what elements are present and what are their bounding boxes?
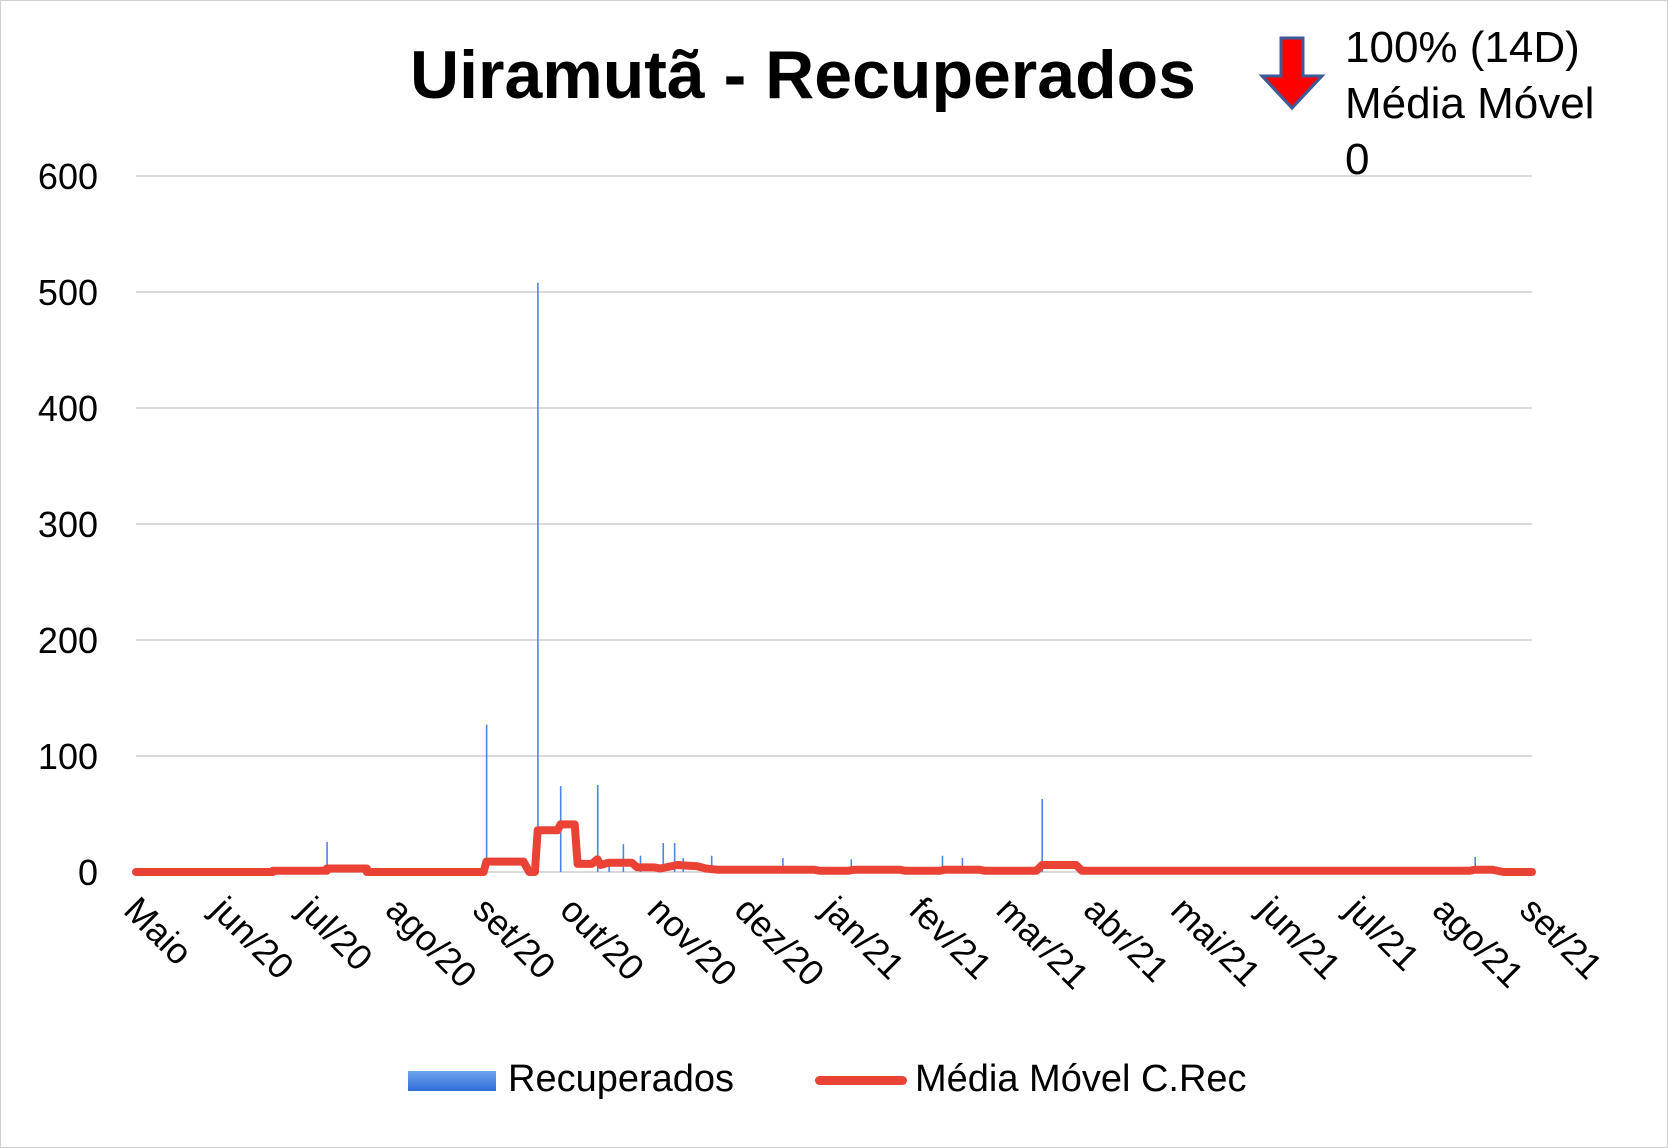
down-arrow-icon [1258, 36, 1326, 111]
x-tick-label: nov/20 [640, 889, 745, 994]
y-axis-ticks: 0 100 200 300 400 500 600 [38, 156, 98, 893]
bar [596, 785, 599, 872]
x-tick-label: jul/20 [290, 888, 381, 979]
chart-title: Uiramutã - Recuperados [410, 37, 1196, 113]
bar [662, 843, 665, 872]
bar [961, 858, 964, 872]
y-tick-label: 300 [38, 504, 98, 545]
moving-average-line [132, 820, 1536, 876]
bar [710, 855, 713, 872]
annotation-line-percent: 100% (14D) [1345, 23, 1580, 72]
y-tick-label: 500 [38, 272, 98, 313]
x-tick-label: set/20 [465, 889, 563, 987]
bar [1041, 798, 1043, 872]
x-tick-label: mai/21 [1163, 889, 1268, 994]
x-axis-ticks: Maio jun/20jul/20ago/20set/20out/20nov/20… [116, 888, 1610, 997]
legend-item-media-movel: Média Móvel C.Rec [815, 1058, 1247, 1101]
y-tick-label: 600 [38, 156, 98, 197]
x-tick-label: jan/21 [814, 888, 913, 987]
x-tick-label: mar/21 [989, 889, 1097, 997]
x-tick-label: jun/21 [1250, 888, 1349, 987]
bar [1474, 856, 1477, 872]
bar [850, 859, 853, 872]
x-tick-label: set/21 [1512, 889, 1610, 987]
bar-series-recuperados [326, 282, 1477, 873]
bar [485, 724, 488, 872]
x-tick-label: jun/20 [203, 888, 302, 987]
trend-annotation: 100% (14D) Média Móvel 0 [1345, 20, 1594, 188]
y-tick-label: 100 [38, 736, 98, 777]
x-tick-label: out/20 [553, 889, 653, 989]
bar [622, 844, 625, 872]
x-tick-label: Maio [116, 889, 200, 973]
bar [673, 843, 676, 872]
x-tick-label: dez/20 [727, 889, 832, 994]
line-series-media-movel [132, 820, 1536, 876]
bar [537, 282, 539, 873]
y-tick-label: 400 [38, 388, 98, 429]
gridlines [136, 175, 1532, 873]
x-tick-label: ago/21 [1425, 889, 1532, 996]
x-tick-label: abr/21 [1076, 889, 1177, 990]
legend-label-recuperados: Recuperados [508, 1058, 735, 1100]
bar [941, 855, 944, 872]
x-tick-label: ago/20 [378, 889, 485, 996]
bar [782, 858, 784, 872]
annotation-line-label: Média Móvel [1345, 79, 1595, 128]
bar [326, 841, 328, 872]
legend-item-recuperados: Recuperados [408, 1058, 734, 1101]
y-tick-label: 200 [38, 620, 98, 661]
legend-swatch-line [815, 1076, 907, 1086]
bar [608, 862, 610, 872]
y-tick-label: 0 [78, 852, 98, 893]
x-tick-label: jul/21 [1337, 888, 1428, 979]
legend-label-media-movel: Média Móvel C.Rec [915, 1058, 1247, 1100]
x-tick-label: fev/21 [902, 889, 1000, 987]
legend-swatch-bar [408, 1070, 496, 1091]
